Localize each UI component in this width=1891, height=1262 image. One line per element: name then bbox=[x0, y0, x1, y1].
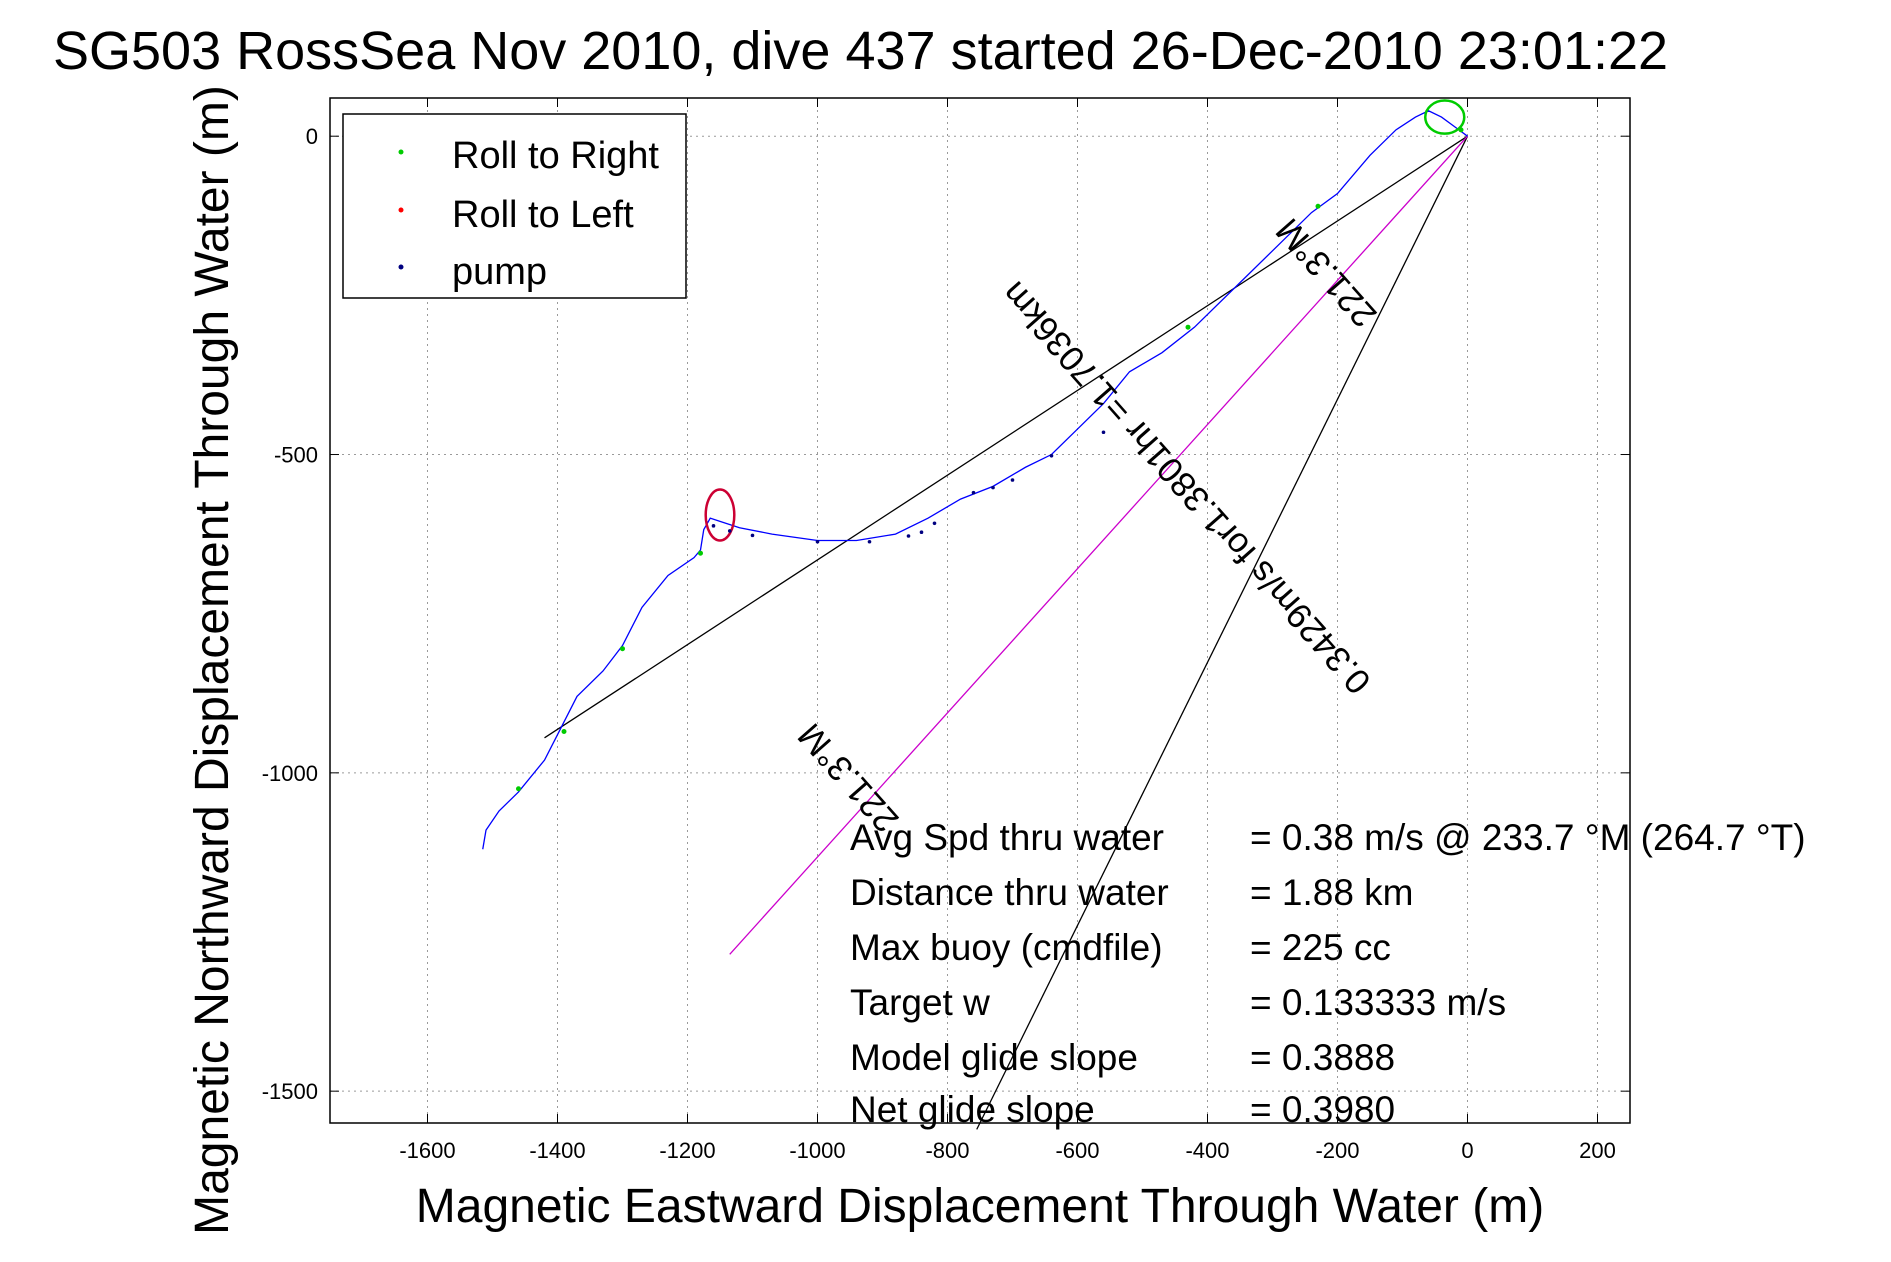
pump-point bbox=[1010, 478, 1015, 482]
stat-value-distance: = 1.88 km bbox=[1250, 872, 1414, 913]
line-layer bbox=[544, 135, 1469, 1130]
x-tick-label: -1200 bbox=[659, 1138, 715, 1163]
x-axis-label: Magnetic Eastward Displacement Through W… bbox=[416, 1180, 1544, 1233]
x-tick-label: -600 bbox=[1055, 1138, 1099, 1163]
roll-right-point bbox=[620, 646, 625, 652]
y-tick-label: -1000 bbox=[262, 761, 318, 786]
pump-point bbox=[991, 485, 995, 490]
legend-label-pump: pump bbox=[452, 251, 547, 293]
y-axis-label: Magnetic Northward Displacement Through … bbox=[186, 85, 239, 1235]
legend: Roll to Right Roll to Left pump bbox=[342, 113, 687, 299]
roll-right-point bbox=[1458, 127, 1464, 133]
y-tick-label: -500 bbox=[274, 443, 318, 468]
x-tick-label: 0 bbox=[1461, 1138, 1473, 1163]
stat-value-net-glide: = 0.3980 bbox=[1250, 1089, 1395, 1130]
pump-point bbox=[1101, 430, 1106, 435]
x-tick-label: -800 bbox=[925, 1138, 969, 1163]
pump-point bbox=[919, 530, 924, 534]
pump-point bbox=[971, 490, 976, 495]
heading-line bbox=[729, 135, 1468, 955]
stats-block: Avg Spd thru water = 0.38 m/s @ 233.7 °M… bbox=[850, 817, 1806, 1130]
stat-label-avg-speed: Avg Spd thru water bbox=[850, 817, 1164, 858]
marker-layer bbox=[516, 127, 1464, 792]
x-tick-label: -1400 bbox=[529, 1138, 585, 1163]
plot-frame bbox=[329, 97, 1631, 1124]
wedge-line bbox=[976, 135, 1469, 1130]
pump-point bbox=[727, 529, 732, 533]
pump-point bbox=[750, 533, 755, 538]
stat-value-avg-speed: = 0.38 m/s @ 233.7 °M (264.7 °T) bbox=[1250, 817, 1806, 858]
pump-point bbox=[932, 521, 937, 526]
legend-label-roll-left: Roll to Left bbox=[452, 194, 634, 236]
stat-label-target-w: Target w bbox=[850, 982, 990, 1023]
legend-marker-roll-right bbox=[398, 149, 404, 155]
legend-label-roll-right: Roll to Right bbox=[452, 135, 659, 177]
pump-point bbox=[906, 534, 911, 538]
stat-value-max-buoy: = 225 cc bbox=[1250, 927, 1391, 968]
stat-label-model-glide: Model glide slope bbox=[850, 1037, 1138, 1078]
stat-value-model-glide: = 0.3888 bbox=[1250, 1037, 1395, 1078]
y-tick-label: -1500 bbox=[262, 1079, 318, 1104]
pump-point bbox=[867, 539, 872, 544]
dive-track bbox=[482, 110, 1468, 850]
x-tick-label: 200 bbox=[1579, 1138, 1616, 1163]
chart-title: SG503 RossSea Nov 2010, dive 437 started… bbox=[53, 21, 1668, 81]
roll-right-point bbox=[561, 728, 567, 734]
pump-point bbox=[815, 539, 820, 544]
stat-label-max-buoy: Max buoy (cmdfile) bbox=[850, 927, 1163, 968]
pump-point bbox=[711, 524, 716, 528]
great-circle-line bbox=[544, 135, 1468, 739]
roll-right-point bbox=[516, 786, 521, 792]
stat-label-distance: Distance thru water bbox=[850, 872, 1169, 913]
roll-right-point bbox=[1315, 203, 1321, 209]
x-tick-label: -400 bbox=[1185, 1138, 1229, 1163]
roll-left-loop bbox=[704, 488, 736, 542]
x-tick-label: -1000 bbox=[789, 1138, 845, 1163]
y-tick-label: 0 bbox=[306, 124, 318, 149]
pump-point bbox=[1049, 453, 1054, 458]
track-layer bbox=[482, 99, 1468, 850]
legend-marker-roll-left bbox=[398, 207, 404, 213]
x-tick-label: -1600 bbox=[399, 1138, 455, 1163]
x-tick-label: -200 bbox=[1315, 1138, 1359, 1163]
stat-value-target-w: = 0.133333 m/s bbox=[1250, 982, 1506, 1023]
tick-layer: -1600 -1400 -1200 -1000 -800 -600 -400 -200 0 200… bbox=[262, 98, 1630, 1163]
legend-marker-pump bbox=[398, 264, 404, 270]
roll-right-point bbox=[698, 550, 703, 556]
roll-right-point bbox=[1185, 324, 1191, 330]
stat-label-net-glide: Net glide slope bbox=[850, 1089, 1095, 1130]
roll-right-loop bbox=[1424, 99, 1466, 135]
